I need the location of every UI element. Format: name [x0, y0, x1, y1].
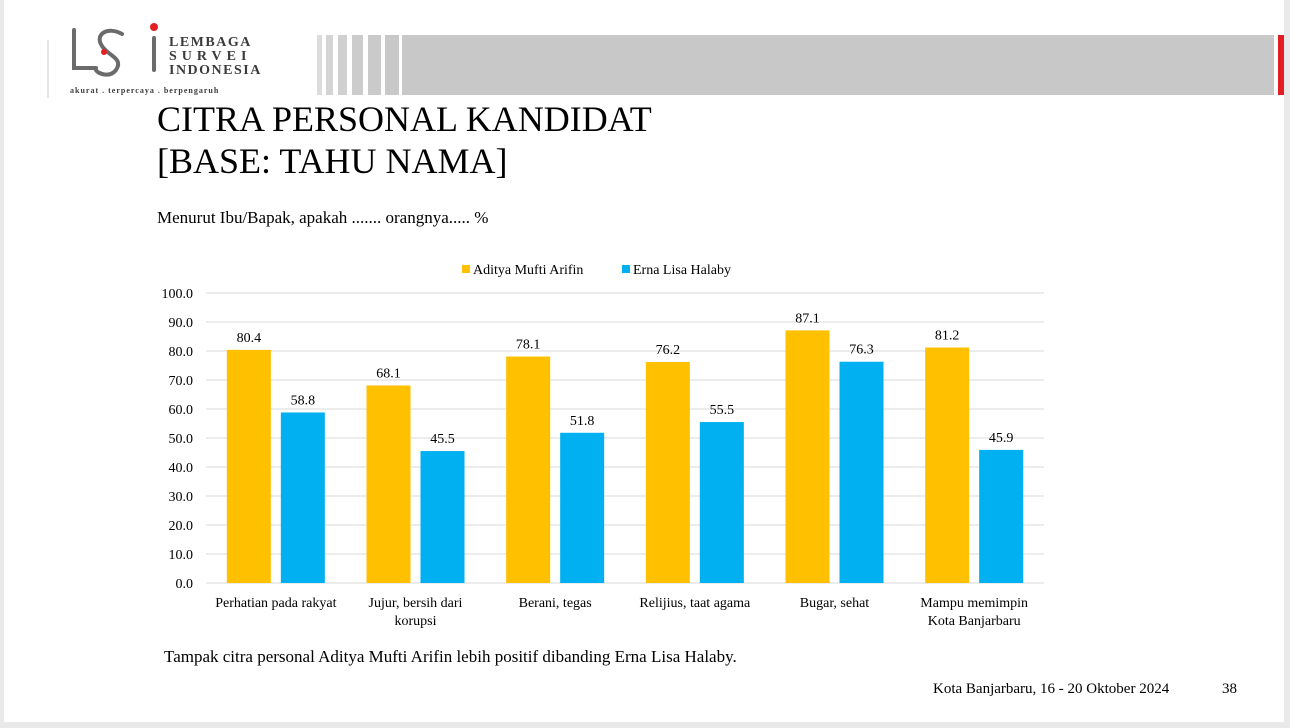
- header-stripe: [326, 35, 333, 95]
- logo-red-dot: [150, 23, 158, 31]
- header-band: [47, 23, 1284, 98]
- y-tick-label: 30.0: [169, 490, 194, 505]
- slide: LEMBAGA SURVEI INDONESIA akurat . terper…: [4, 0, 1284, 722]
- data-label: 45.9: [989, 431, 1014, 446]
- y-tick-label: 40.0: [169, 461, 194, 476]
- category-label: Relijius, taat agama: [639, 596, 751, 611]
- bar-aditya: [366, 385, 411, 583]
- y-tick-label: 70.0: [169, 374, 194, 389]
- y-tick-label: 10.0: [169, 548, 194, 563]
- lsi-logo-mark: [72, 28, 156, 77]
- header-stripe: [385, 35, 399, 95]
- logo-text-survei: SURVEI: [169, 49, 252, 64]
- bar-aditya: [925, 347, 970, 583]
- bar-erna: [420, 451, 465, 583]
- conclusion-text: Tampak citra personal Aditya Mufti Arifi…: [164, 647, 737, 666]
- data-label: 78.1: [516, 338, 541, 353]
- y-tick-label: 50.0: [169, 432, 194, 447]
- y-tick-label: 0.0: [176, 577, 194, 592]
- category-label: Mampu memimpin: [920, 596, 1028, 611]
- header-stripe: [338, 35, 347, 95]
- bar-erna: [699, 422, 744, 583]
- page-number: 38: [1222, 681, 1237, 697]
- header-red-accent: [1278, 35, 1284, 95]
- category-label: Perhatian pada rakyat: [215, 596, 336, 611]
- data-label: 68.1: [376, 367, 401, 382]
- logo-red-dot: [101, 49, 107, 55]
- bar-chart: 0.0 10.0 20.0 30.0 40.0 50.0 60.0 70.0 80.0 90.0 1…: [162, 263, 1044, 629]
- y-tick-label: 60.0: [169, 403, 194, 418]
- footer-date: Kota Banjarbaru, 16 - 20 Oktober 2024: [933, 681, 1170, 697]
- legend-swatch: [622, 265, 630, 273]
- logo-text-indonesia: INDONESIA: [169, 63, 262, 78]
- bar-erna: [280, 412, 325, 583]
- bar-aditya: [506, 356, 551, 583]
- category-label: Bugar, sehat: [800, 596, 870, 611]
- legend-label: Aditya Mufti Arifin: [473, 263, 583, 278]
- legend-label: Erna Lisa Halaby: [633, 263, 731, 278]
- bar-aditya: [785, 330, 830, 583]
- logo-tagline: akurat . terpercaya . berpengaruh: [70, 86, 220, 95]
- bar-erna: [839, 361, 884, 583]
- y-tick-label: 100.0: [162, 287, 194, 302]
- data-label: 55.5: [710, 403, 735, 418]
- header-gray-bar: [402, 35, 1274, 95]
- header-stripe: [368, 35, 381, 95]
- survey-question: Menurut Ibu/Bapak, apakah ....... orangn…: [157, 208, 489, 227]
- y-tick-label: 90.0: [169, 316, 194, 331]
- data-label: 76.2: [656, 343, 681, 358]
- category-label: Berani, tegas: [519, 596, 592, 611]
- bar-aditya: [226, 349, 271, 583]
- logo-text-lembaga: LEMBAGA: [169, 35, 252, 50]
- category-label: Jujur, bersih dari: [369, 596, 463, 611]
- data-label: 76.3: [849, 343, 874, 358]
- category-label: korupsi: [395, 614, 437, 629]
- bar-aditya: [645, 362, 690, 583]
- y-tick-label: 20.0: [169, 519, 194, 534]
- bar-erna: [979, 449, 1024, 583]
- y-tick-label: 80.0: [169, 345, 194, 360]
- bar-erna: [560, 432, 605, 583]
- page-subtitle: [BASE: TAHU NAMA]: [157, 141, 508, 181]
- data-label: 51.8: [570, 414, 595, 429]
- data-label: 81.2: [935, 329, 960, 344]
- header-stripe: [352, 35, 363, 95]
- data-label: 87.1: [795, 311, 820, 326]
- page-title: CITRA PERSONAL KANDIDAT: [157, 99, 652, 139]
- category-label: Kota Banjarbaru: [928, 614, 1021, 629]
- data-label: 80.4: [237, 331, 261, 346]
- legend-swatch: [462, 265, 470, 273]
- header-stripe: [317, 35, 322, 95]
- data-label: 45.5: [430, 432, 455, 447]
- data-label: 58.8: [291, 393, 316, 408]
